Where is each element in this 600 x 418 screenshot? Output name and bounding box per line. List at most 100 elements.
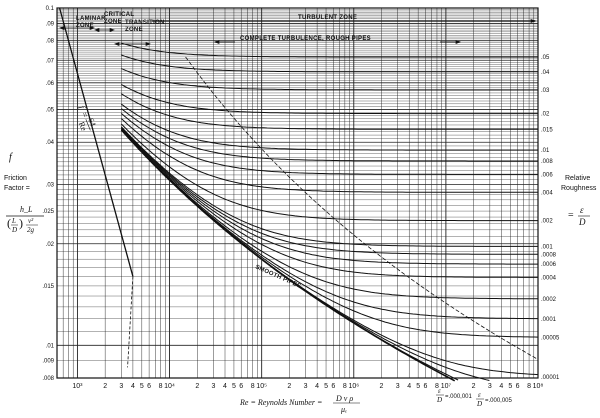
roughness-tick-label: .0004 [541,275,557,281]
critical-zone-label: CRITICAL ZONE [104,12,134,25]
svg-text:=.000,005: =.000,005 [485,398,513,404]
x-tick-label: 6 [147,383,151,390]
roughness-tick-label: .0008 [541,252,557,258]
x-tick-label: 6 [423,383,427,390]
x-tick-label: 10⁷ [441,383,452,390]
roughness-tick-label: .004 [541,190,553,196]
y-tick-label: .025 [42,209,54,215]
x-tick-label: 5 [232,383,236,390]
svg-text:ε: ε [438,387,441,395]
svg-text:Factor =: Factor = [4,185,30,192]
svg-text:f: f [77,104,88,111]
y-tick-labels: 0.1 .09 .08 .07 .06 .05 .04 .03 .025 .02 .015 .01 .0… [42,6,54,382]
roughness-curve [121,127,538,255]
roughness-tick-label: .01 [541,148,550,154]
x-tick-label: 5 [140,383,144,390]
roughness-curve [121,42,538,58]
roughness-curve [121,84,538,115]
x-tick-label: 2 [287,383,291,390]
x-tick-label: 10⁴ [164,383,175,390]
x-tick-label: 8 [435,383,439,390]
smooth-pipe-line [120,129,456,382]
roughness-curve [121,113,538,175]
y-tick-label: .09 [46,21,55,27]
turbulent-zone-label: TURBULENT ZONE [298,15,357,21]
x-tick-label: 2 [472,383,476,390]
zone-arrows [59,18,536,47]
bottom-roughness-labels: ε D =.000,001 ε D =.000,005 [436,387,513,408]
svg-text:Friction: Friction [4,175,27,182]
laminar-extension-line [127,276,134,368]
x-tick-label: 8 [343,383,347,390]
y-tick-label: .015 [42,284,54,290]
svg-text:L: L [11,217,16,225]
svg-text:=.000,001: =.000,001 [445,394,473,400]
svg-text:D: D [578,217,586,227]
svg-text:μₑ: μₑ [340,405,347,414]
roughness-tick-label: .001 [541,244,553,250]
relative-roughness-label: Relative Roughness = ε D [561,175,597,227]
svg-text:D: D [476,400,482,408]
roughness-curve [121,128,538,278]
svg-text:=: = [568,210,574,221]
y-tick-label: .05 [46,108,55,114]
svg-text:D: D [11,226,17,234]
x-tick-label: 3 [304,383,308,390]
x-tick-label: 6 [239,383,243,390]
y-tick-label: .02 [46,242,55,248]
y-tick-label: .07 [46,58,55,64]
y-axis-label: f Friction Factor = h_L ( L D ) v² 2g [4,152,44,234]
roughness-curve [121,128,539,300]
laminar-equation: f = 64 Re [77,104,98,133]
roughness-tick-labels: .05 .04 .03 .02 .015 .01 .008 .006 .004 .002 .001.… [541,55,560,381]
y-tick-label: .01 [46,343,55,349]
svg-text:Re: Re [77,121,89,133]
laminar-line [58,7,134,368]
svg-text:2g: 2g [27,226,35,234]
svg-text:Roughness: Roughness [561,185,597,192]
x-tick-label: 2 [380,383,384,390]
roughness-tick-label: .00001 [541,375,560,381]
roughness-tick-label: .04 [541,70,550,76]
x-tick-label: 6 [331,383,335,390]
roughness-curve [121,118,538,193]
roughness-curve [121,108,538,162]
x-tick-label: 10⁸ [533,383,544,390]
y-tick-label: 0.1 [46,6,55,12]
roughness-curve [121,123,538,222]
svg-text:D v ρ: D v ρ [335,394,353,403]
svg-text:(: ( [7,216,11,230]
x-tick-label: 3 [396,383,400,390]
roughness-tick-label: .0006 [541,262,557,268]
roughness-curve [121,127,538,265]
transition-zone-label: TRANSITION ZONE [125,20,165,33]
roughness-curve [121,68,538,91]
x-tick-label: 4 [315,383,319,390]
x-tick-label: 8 [251,383,255,390]
roughness-curve [121,126,538,247]
x-tick-label: 8 [527,383,531,390]
roughness-tick-label: .008 [541,159,553,165]
y-tick-label: .08 [46,39,55,45]
x-tick-label: 3 [119,383,123,390]
roughness-tick-label: .03 [541,88,550,94]
roughness-curve [121,103,538,151]
x-tick-labels: 10³ 2 3 4 5 6 8 10⁴ 2 3 4 5 6 8 10⁵ 2 3 4 5 6 8 10⁶ 2 3 4 5 6 8 10⁷ 2… [72,383,543,390]
roughness-tick-label: .00005 [541,336,560,342]
y-tick-label: .06 [46,81,55,87]
roughness-tick-label: .015 [541,127,553,133]
y-tick-label: .009 [42,359,54,365]
x-tick-label: 5 [508,383,512,390]
svg-text:Re = Reynolds Number =: Re = Reynolds Number = [239,398,322,407]
x-tick-label: 10³ [72,383,83,390]
x-tick-label: 4 [223,383,227,390]
roughness-tick-label: .02 [541,112,550,118]
x-tick-label: 10⁶ [348,383,359,390]
roughness-tick-label: .002 [541,219,553,225]
svg-text:): ) [19,216,23,230]
x-tick-label: 3 [212,383,216,390]
y-tick-label: .04 [46,140,55,146]
svg-text:Relative: Relative [565,175,590,182]
svg-text:h_L: h_L [20,205,33,214]
